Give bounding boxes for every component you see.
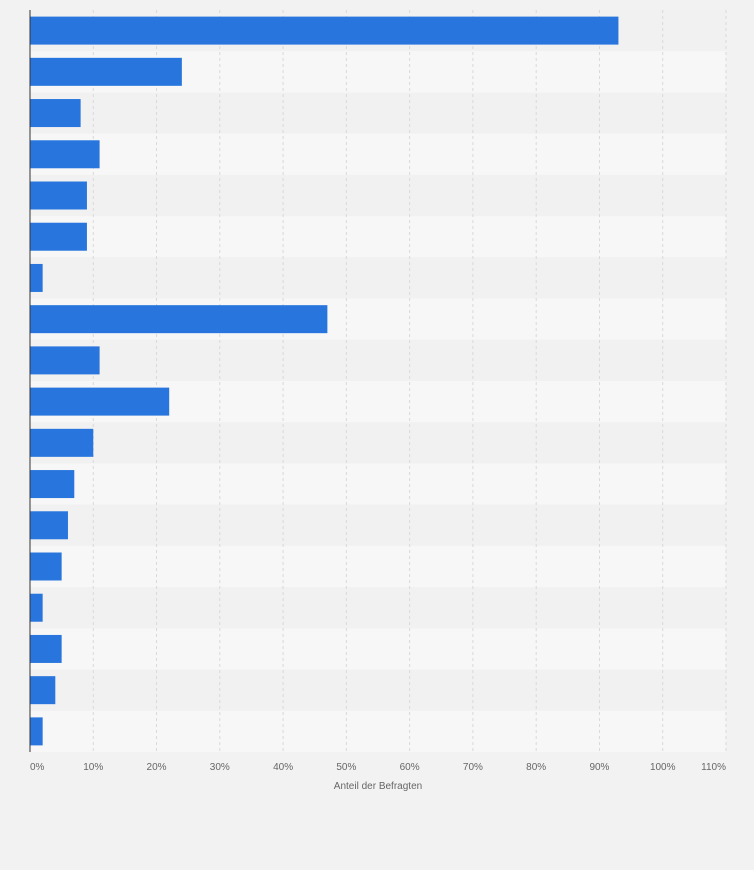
row-band (30, 257, 726, 299)
bars (30, 16, 619, 746)
row-band (30, 216, 726, 258)
bar (30, 387, 170, 416)
row-band (30, 628, 726, 670)
bar (30, 140, 100, 169)
row-band (30, 92, 726, 134)
bar (30, 99, 81, 128)
bar (30, 57, 182, 86)
bar (30, 263, 43, 292)
row-band (30, 545, 726, 588)
bar (30, 470, 75, 499)
row-band (30, 339, 726, 381)
x-tick-label: 80% (526, 762, 546, 773)
row-band (30, 422, 726, 464)
x-tick-label: 60% (400, 762, 420, 773)
bar (30, 717, 43, 746)
x-tick-labels: 0% 10% 20% 30% 40% 50% 60% 70% 80% 90% 100% 110% (30, 762, 726, 773)
row-band (30, 669, 726, 711)
row-band (30, 463, 726, 505)
x-axis-title: Anteil der Befragten (334, 781, 422, 792)
bar (30, 511, 68, 540)
row-band (30, 710, 726, 752)
bar (30, 305, 328, 334)
bar (30, 346, 100, 375)
x-tick-label: 30% (210, 762, 230, 773)
x-tick-label: 20% (147, 762, 167, 773)
x-tick-label: 70% (463, 762, 483, 773)
x-tick-label: 10% (83, 762, 103, 773)
row-band (30, 133, 726, 175)
bar (30, 428, 94, 457)
x-tick-label: 40% (273, 762, 293, 773)
bar (30, 634, 62, 663)
row-band (30, 174, 726, 217)
row-bands (30, 10, 726, 752)
row-band (30, 587, 726, 629)
bar (30, 181, 87, 210)
gridlines (92, 10, 727, 752)
bar (30, 552, 62, 581)
bar (30, 593, 43, 622)
x-tick-label: 0% (30, 762, 45, 773)
x-tick-label: 50% (336, 762, 356, 773)
x-tick-label: 90% (589, 762, 609, 773)
bar (30, 16, 619, 45)
x-tick-label: 110% (701, 762, 726, 773)
bar (30, 676, 56, 705)
row-band (30, 504, 726, 546)
bar (30, 222, 87, 251)
x-tick-label: 100% (650, 762, 676, 773)
